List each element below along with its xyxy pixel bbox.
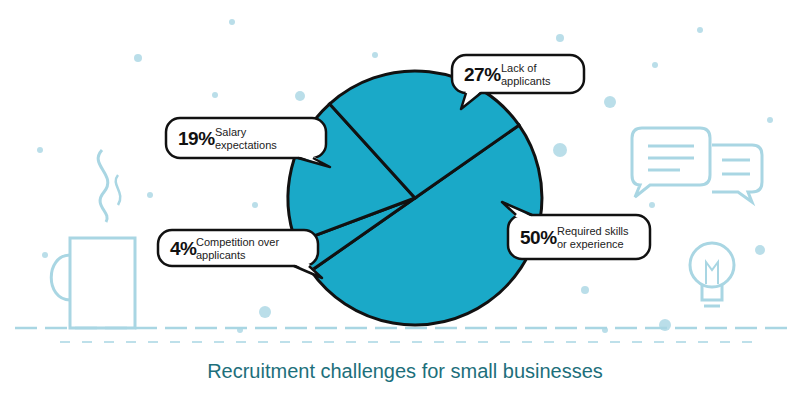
svg-text:applicants: applicants: [501, 75, 551, 87]
svg-text:Salary: Salary: [215, 126, 247, 138]
svg-text:applicants: applicants: [196, 249, 246, 261]
svg-text:Required skills: Required skills: [557, 225, 629, 237]
svg-text:Competition over: Competition over: [196, 236, 279, 248]
svg-text:expectations: expectations: [215, 139, 277, 151]
svg-text:4%: 4%: [170, 238, 197, 259]
svg-text:Lack of: Lack of: [501, 62, 537, 74]
svg-text:19%: 19%: [178, 128, 215, 149]
svg-text:27%: 27%: [464, 64, 501, 85]
svg-text:or experience: or experience: [557, 238, 624, 250]
svg-text:50%: 50%: [520, 227, 557, 248]
html-text:Recruitment challenges for sma: Recruitment challenges for small busines…: [207, 360, 603, 382]
